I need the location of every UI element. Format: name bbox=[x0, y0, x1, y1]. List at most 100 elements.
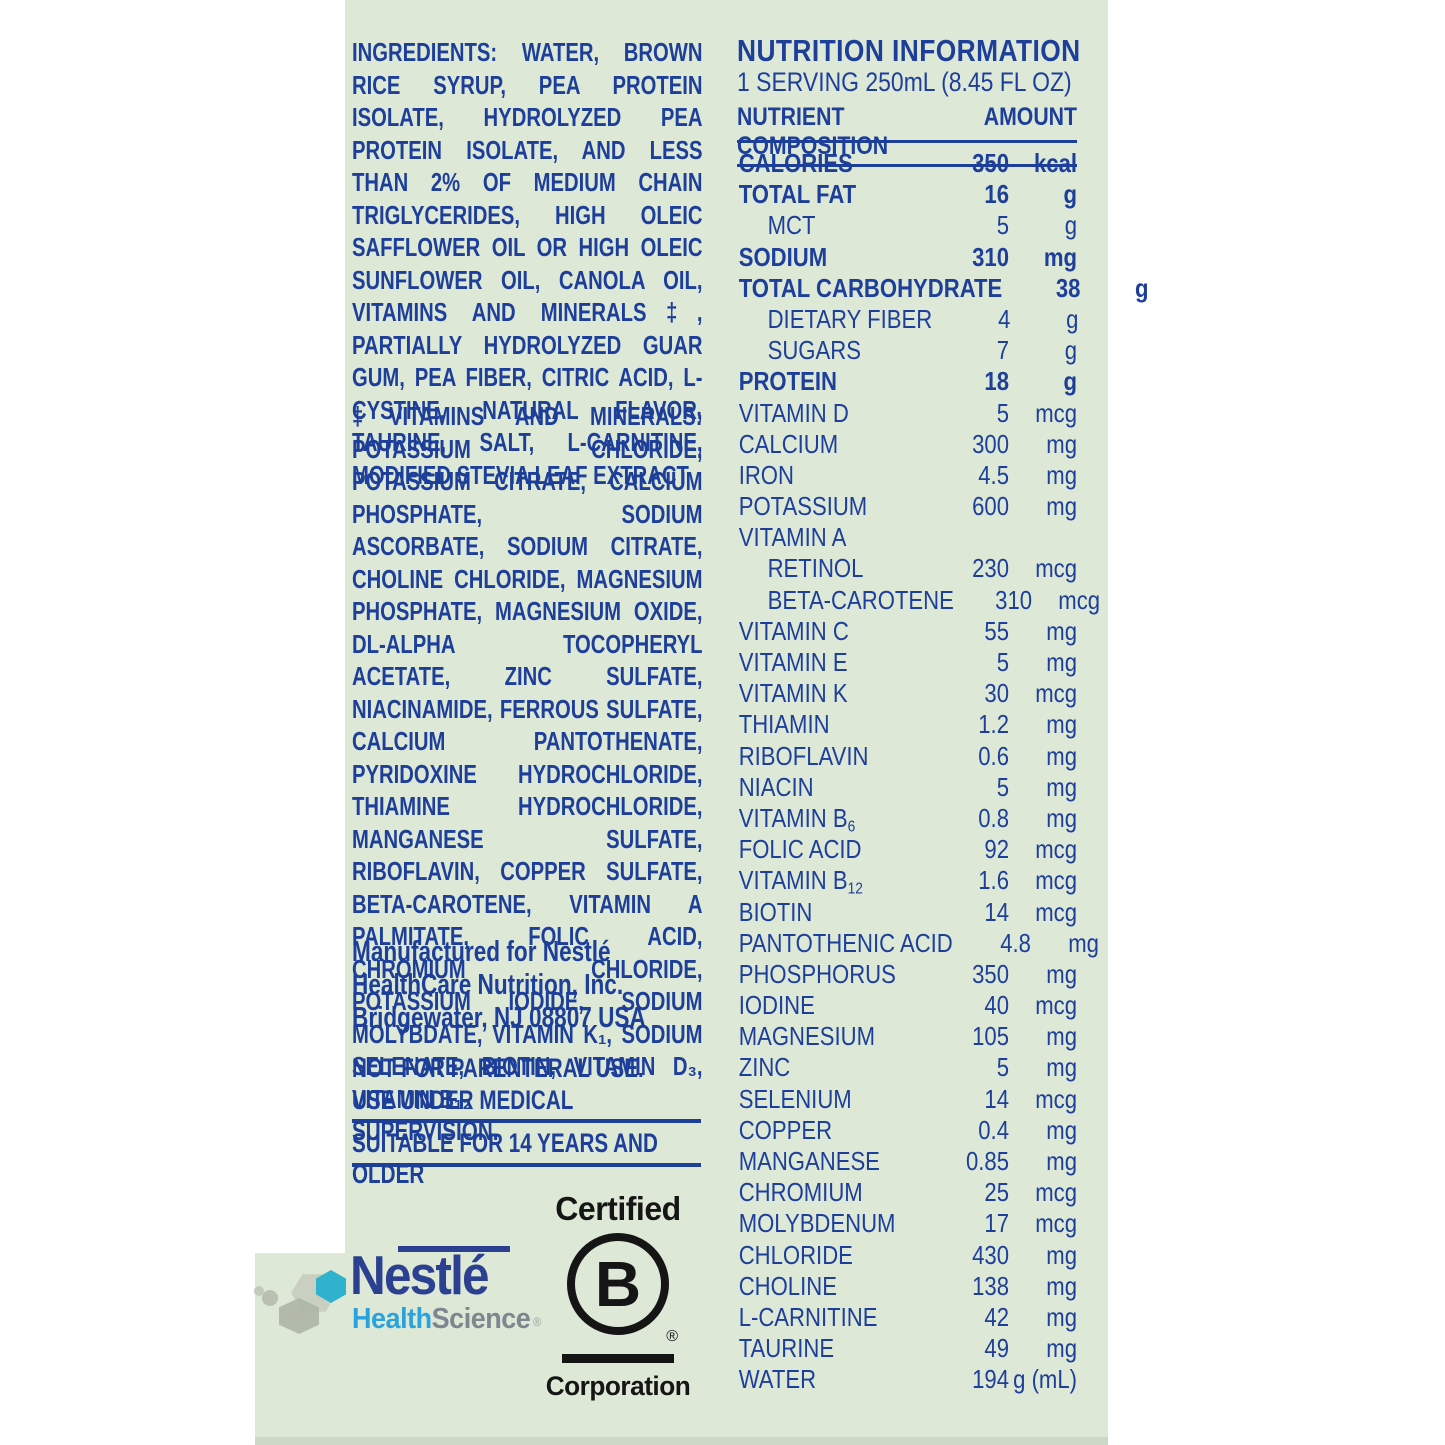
nutrient-name: PROTEIN bbox=[738, 366, 837, 397]
nutrient-unit: g bbox=[1064, 210, 1077, 241]
nutrient-value: 1.2 bbox=[978, 709, 1009, 740]
nutrient-unit: mg bbox=[1046, 1052, 1077, 1083]
nutrient-unit: mg bbox=[1046, 491, 1077, 522]
nutrient-name: COPPER bbox=[738, 1114, 833, 1145]
nutrient-unit: mg bbox=[1046, 771, 1077, 802]
nutrient-name: L-CARNITINE bbox=[738, 1301, 878, 1332]
nutrient-name: VITAMIN D bbox=[738, 397, 849, 428]
nutrient-name: SELENIUM bbox=[738, 1083, 852, 1114]
suitability-statement: SUITABLE FOR 14 YEARS AND OLDER bbox=[352, 1128, 658, 1189]
nutrient-name: VITAMIN B6 bbox=[738, 802, 856, 836]
nutrient-value: 0.6 bbox=[978, 740, 1009, 771]
vitamins-minerals-paragraph: ‡VITAMINS AND MINERALS: POTASSIUM CHLORI… bbox=[352, 400, 703, 1115]
nutrient-row: COPPER 0.4 mg bbox=[737, 1115, 1077, 1146]
nutrient-value: 92 bbox=[984, 834, 1009, 865]
nutrient-value: 14 bbox=[984, 896, 1009, 927]
nutrient-row: NIACIN 5 mg bbox=[737, 772, 1077, 803]
nutrient-value: 14 bbox=[984, 1083, 1009, 1114]
nutrient-unit: mg bbox=[1046, 1021, 1077, 1052]
nutrient-unit: mg bbox=[1046, 1239, 1077, 1270]
serving-size: 1 SERVING 250mL (8.45 FL OZ) bbox=[737, 67, 1072, 97]
nutrient-value: 38 bbox=[1055, 272, 1081, 303]
nutrient-value: 4.8 bbox=[1000, 927, 1031, 958]
nutrient-unit: g bbox=[1066, 303, 1079, 334]
nutrient-name: SUGARS bbox=[767, 335, 861, 366]
registered-mark-icon: ® bbox=[666, 1328, 678, 1345]
nutrient-value: 350 bbox=[972, 148, 1009, 178]
nutrient-value: 18 bbox=[984, 366, 1009, 397]
nutrient-row: BETA-CAROTENE 310 mcg bbox=[737, 585, 1100, 616]
nutrient-row: VITAMIN C 55 mg bbox=[737, 616, 1077, 647]
nutrient-unit: mg bbox=[1046, 709, 1077, 740]
nutrient-name: VITAMIN C bbox=[738, 615, 849, 646]
nutrient-row: PROTEIN 18 g bbox=[737, 366, 1077, 397]
nutrient-name: CHOLINE bbox=[738, 1270, 837, 1301]
nutrient-row: WATER 194 g (mL) bbox=[737, 1364, 1077, 1395]
nutrient-value: 17 bbox=[984, 1208, 1009, 1239]
nutrient-value: 42 bbox=[984, 1301, 1009, 1332]
nutrient-unit: mcg bbox=[1035, 834, 1077, 865]
nutrient-value: 105 bbox=[972, 1021, 1009, 1052]
nutrient-row: VITAMIN B6 0.8 mg bbox=[737, 802, 1077, 836]
nutrient-row: POTASSIUM 600 mg bbox=[737, 491, 1077, 522]
nutrient-value: 25 bbox=[984, 1177, 1009, 1208]
nutrient-unit: mcg bbox=[1035, 1177, 1077, 1208]
nutrient-unit: mg bbox=[1046, 740, 1077, 771]
nestle-hexagon-graphic bbox=[250, 1260, 360, 1340]
nutrient-value: 5 bbox=[996, 647, 1009, 677]
nutrient-name: POTASSIUM bbox=[738, 491, 868, 522]
ingredients-text: WATER, BROWN RICE SYRUP, PEA PROTEIN ISO… bbox=[352, 37, 703, 490]
nutrient-name: RIBOFLAVIN bbox=[738, 740, 869, 771]
nutrient-row: BIOTIN 14 mcg bbox=[737, 897, 1077, 928]
nutrient-unit: mcg bbox=[1035, 1208, 1077, 1239]
nutrient-row: PHOSPHORUS 350 mg bbox=[737, 959, 1077, 990]
nutrient-unit: kcal bbox=[1033, 148, 1077, 178]
nutrient-value: 310 bbox=[972, 241, 1009, 272]
nutrient-row: TAURINE 49 mg bbox=[737, 1333, 1077, 1364]
nutrient-unit: mg bbox=[1046, 1333, 1077, 1364]
nutrient-row: VITAMIN K 30 mcg bbox=[737, 678, 1077, 709]
nutrient-name: MAGNESIUM bbox=[738, 1021, 875, 1052]
nutrient-row: THIAMIN 1.2 mg bbox=[737, 709, 1077, 740]
nutrient-unit: g bbox=[1134, 272, 1149, 303]
nutrient-value: 49 bbox=[984, 1333, 1009, 1364]
nutrient-unit: mg bbox=[1046, 958, 1077, 989]
nutrient-name: IODINE bbox=[738, 990, 815, 1021]
nutrient-name: NIACIN bbox=[738, 771, 814, 802]
dot-icon bbox=[289, 1308, 303, 1322]
nutrient-value: 430 bbox=[972, 1239, 1009, 1270]
nutrient-name: PHOSPHORUS bbox=[738, 958, 896, 989]
divider-rule bbox=[352, 1163, 701, 1167]
manufacturer-block: Manufactured for Nestlé HealthCare Nutri… bbox=[352, 936, 646, 1035]
nutrient-value: 350 bbox=[972, 958, 1009, 989]
nutrient-row: VITAMIN E 5 mg bbox=[737, 647, 1077, 678]
nutrient-value bbox=[931, 522, 1009, 553]
nutrient-row: TOTAL FAT 16 g bbox=[737, 179, 1077, 210]
nutrient-row: CALORIES 350 kcal bbox=[737, 148, 1077, 179]
registered-mark-icon: ® bbox=[533, 1315, 541, 1329]
nutrition-table: CALORIES 350 kcal TOTAL FAT 16 g MCT 5 g SODIUM 31… bbox=[737, 148, 1149, 1396]
nestle-wordmark: Nestlé bbox=[350, 1244, 490, 1306]
nutrient-unit: mcg bbox=[1035, 1083, 1077, 1114]
nutrient-unit: g (mL) bbox=[1013, 1364, 1077, 1395]
nutrient-name: TAURINE bbox=[738, 1333, 835, 1364]
nutrient-value: 194 bbox=[972, 1364, 1009, 1395]
vitamins-minerals-text: POTASSIUM CHLORIDE, POTASSIUM CITRATE, C… bbox=[352, 433, 703, 1114]
nutrient-unit: mcg bbox=[1035, 397, 1077, 428]
nutrient-row: CHROMIUM 25 mcg bbox=[737, 1177, 1077, 1208]
nutrient-value: 30 bbox=[984, 678, 1009, 709]
nutrition-column: NUTRITION INFORMATION 1 SERVING 250mL (8… bbox=[737, 0, 1149, 1445]
nutrient-unit: mg bbox=[1046, 1301, 1077, 1332]
nutrient-unit: mg bbox=[1046, 802, 1077, 833]
nutrient-name: VITAMIN B12 bbox=[738, 865, 863, 898]
nutrient-value: 0.85 bbox=[965, 1146, 1009, 1176]
manufacturer-line: Manufactured for Nestlé bbox=[352, 936, 611, 968]
nutrient-name: ZINC bbox=[738, 1052, 791, 1083]
divider-rule bbox=[352, 1119, 701, 1123]
nutrient-unit: mcg bbox=[1035, 553, 1077, 584]
nutrient-value: 4 bbox=[998, 303, 1011, 334]
manufacturer-line: Bridgewater, NJ 08807 USA bbox=[352, 1002, 646, 1034]
nutrient-unit: mcg bbox=[1058, 584, 1101, 615]
nutrient-name: RETINOL bbox=[767, 553, 864, 584]
healthscience-wordmark: HealthScience ® bbox=[352, 1303, 541, 1336]
